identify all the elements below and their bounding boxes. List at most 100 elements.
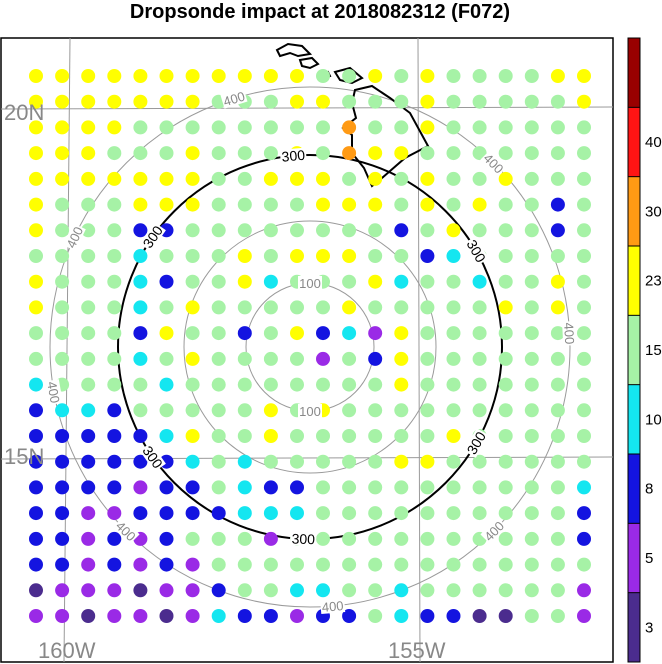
dropsonde-point: [550, 146, 565, 161]
dropsonde-point: [55, 506, 70, 521]
dropsonde-point: [237, 506, 252, 521]
dropsonde-point: [237, 146, 252, 161]
dropsonde-point: [159, 69, 174, 83]
lat-label-20n: 20N: [4, 100, 44, 125]
dropsonde-point: [342, 403, 357, 418]
dropsonde-point: [394, 120, 409, 135]
dropsonde-point: [316, 223, 330, 238]
dropsonde-point: [472, 557, 487, 572]
dropsonde-point: [577, 609, 591, 623]
dropsonde-point: [81, 300, 96, 315]
dropsonde-point: [263, 583, 278, 598]
dropsonde-point: [211, 403, 226, 418]
dropsonde-point: [368, 197, 383, 212]
dropsonde-point: [211, 531, 226, 546]
dropsonde-point: [498, 274, 513, 289]
dropsonde-point: [29, 480, 43, 495]
dropsonde-point: [394, 197, 409, 212]
dropsonde-point: [81, 480, 96, 495]
dropsonde-point: [107, 94, 122, 109]
ring-label-bg: [298, 276, 322, 290]
dropsonde-point: [211, 197, 226, 212]
dropsonde-point: [81, 171, 96, 186]
dropsonde-point: [81, 351, 96, 366]
ring-label-bg: [298, 404, 322, 418]
dropsonde-point: [185, 223, 200, 238]
dropsonde-point: [316, 583, 330, 598]
dropsonde-point: [55, 531, 70, 546]
dropsonde-point: [472, 300, 487, 315]
dropsonde-point: [446, 94, 461, 109]
dropsonde-point: [29, 557, 43, 572]
dropsonde-point: [420, 506, 435, 521]
dropsonde-point: [394, 223, 409, 238]
dropsonde-point: [498, 583, 513, 598]
dropsonde-point: [472, 326, 487, 341]
dropsonde-point: [524, 583, 539, 598]
dropsonde-point: [498, 94, 513, 109]
dropsonde-point: [498, 69, 513, 83]
dropsonde-point: [577, 377, 591, 392]
dropsonde-point: [472, 609, 487, 623]
ring-label: 400: [561, 322, 577, 344]
dropsonde-point: [420, 351, 435, 366]
dropsonde-point: [263, 480, 278, 495]
dropsonde-point: [29, 506, 43, 521]
dropsonde-point: [420, 377, 435, 392]
dropsonde-point: [577, 506, 591, 521]
dropsonde-point: [524, 351, 539, 366]
dropsonde-point: [550, 249, 565, 263]
dropsonde-point: [394, 557, 409, 572]
dropsonde-point: [446, 403, 461, 418]
dropsonde-point: [472, 171, 487, 186]
dropsonde-point: [290, 377, 304, 392]
ring-label: 300: [281, 147, 306, 165]
dropsonde-point: [81, 377, 96, 392]
dropsonde-point: [55, 94, 70, 109]
dropsonde-point: [237, 274, 252, 289]
dropsonde-point: [81, 94, 96, 109]
dropsonde-point: [211, 583, 226, 598]
dropsonde-point: [29, 326, 43, 341]
dropsonde-point: [290, 69, 304, 83]
dropsonde-point: [472, 120, 487, 135]
dropsonde-point: [420, 326, 435, 341]
dropsonde-point: [159, 146, 174, 161]
dropsonde-point: [550, 69, 565, 83]
dropsonde-point: [498, 146, 513, 161]
dropsonde-point: [133, 557, 148, 572]
dropsonde-point: [394, 171, 409, 186]
dropsonde-point: [550, 377, 565, 392]
colorbar-segment: [628, 454, 640, 524]
dropsonde-point: [290, 326, 304, 341]
dropsonde-point: [29, 69, 43, 83]
ring-label: 400: [222, 88, 247, 109]
dropsonde-point: [446, 429, 461, 443]
dropsonde-point: [524, 197, 539, 212]
dropsonde-point: [290, 94, 304, 109]
dropsonde-point: [133, 223, 148, 238]
dropsonde-point: [29, 351, 43, 366]
dropsonde-point: [107, 351, 122, 366]
dropsonde-point: [550, 197, 565, 212]
dropsonde-point: [185, 454, 200, 469]
dropsonde-point: [524, 326, 539, 341]
dropsonde-point: [107, 120, 122, 135]
dropsonde-point: [107, 377, 122, 392]
dropsonde-point: [342, 480, 357, 495]
colorbar-segment: [628, 176, 640, 246]
dropsonde-point: [55, 557, 70, 572]
dropsonde-point: [368, 171, 383, 186]
dropsonde-point: [133, 120, 148, 135]
dropsonde-point: [133, 403, 148, 418]
dropsonde-point: [368, 531, 383, 546]
dropsonde-point: [394, 429, 409, 443]
dropsonde-point: [81, 223, 96, 238]
dropsonde-point: [550, 223, 565, 238]
dropsonde-point: [185, 506, 200, 521]
lon-label-155w: 155W: [388, 638, 446, 663]
dropsonde-point: [524, 274, 539, 289]
dropsonde-point: [368, 351, 383, 366]
dropsonde-point: [524, 146, 539, 161]
ring-label-bg: [279, 147, 307, 164]
